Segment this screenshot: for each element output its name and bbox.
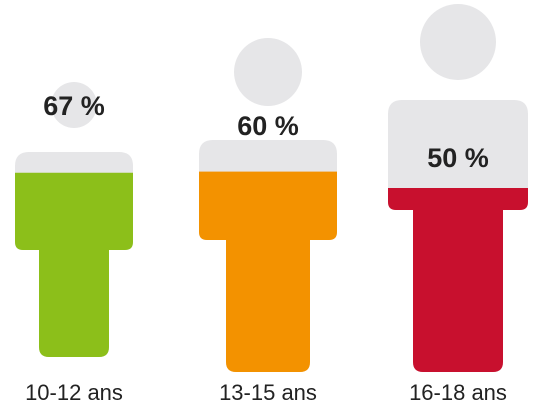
figure-head (234, 38, 302, 106)
figure-head (51, 82, 97, 128)
category-label: 13-15 ans (219, 380, 317, 405)
fill-level (199, 171, 337, 372)
value-label: 67 % (43, 91, 105, 121)
value-label: 50 % (427, 143, 489, 173)
figure-head (420, 4, 496, 80)
category-label: 16-18 ans (409, 380, 507, 405)
value-label: 60 % (237, 111, 299, 141)
fill-level (15, 172, 133, 357)
category-label: 10-12 ans (25, 380, 123, 405)
fill-level (388, 188, 528, 372)
figure-torso (388, 100, 528, 210)
